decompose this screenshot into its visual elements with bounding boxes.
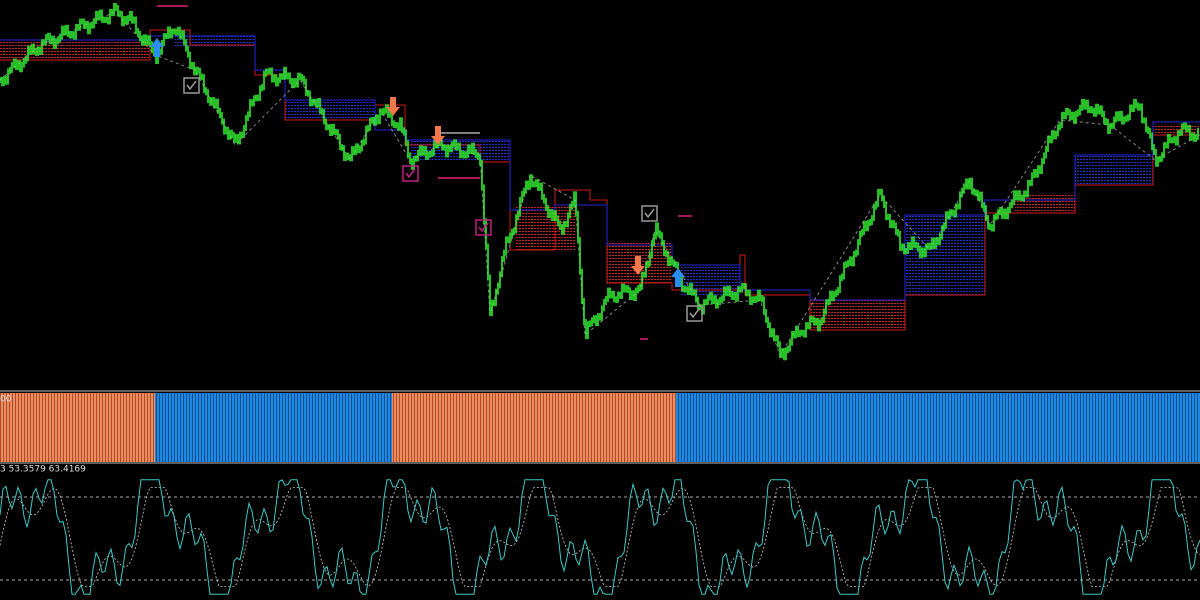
cloud-edge-blue xyxy=(0,35,1200,301)
cloud xyxy=(1075,155,1153,185)
sell-arrow xyxy=(631,256,645,275)
histogram-bull xyxy=(676,393,1200,462)
cloud-edge-red xyxy=(0,29,1200,331)
cloud xyxy=(905,215,985,295)
price-panel xyxy=(0,3,1200,361)
oscillator-panel: 3 53.3579 63.4169 xyxy=(0,465,1200,595)
level-marks xyxy=(157,5,692,340)
main-line xyxy=(0,479,1200,595)
oscillator-lines xyxy=(0,479,1200,595)
sell-arrow xyxy=(431,126,445,145)
cloud xyxy=(285,100,375,120)
cloud xyxy=(175,36,255,48)
signal-line xyxy=(0,487,1200,587)
histogram-bear xyxy=(0,393,155,462)
sell-arrow xyxy=(386,97,400,116)
histogram-label: 00 xyxy=(0,395,12,405)
buy-arrow xyxy=(671,268,685,287)
histogram-panel: 00 xyxy=(0,393,1200,462)
check-boxes xyxy=(183,77,703,322)
buy-arrow xyxy=(150,38,164,57)
cloud xyxy=(1153,125,1200,135)
histogram-bull xyxy=(155,393,392,462)
cloud xyxy=(0,40,150,60)
oscillator-label: 3 53.3579 63.4169 xyxy=(0,465,86,475)
histogram-bear xyxy=(392,393,676,462)
cloud xyxy=(515,205,575,250)
price-bars xyxy=(0,3,1199,361)
